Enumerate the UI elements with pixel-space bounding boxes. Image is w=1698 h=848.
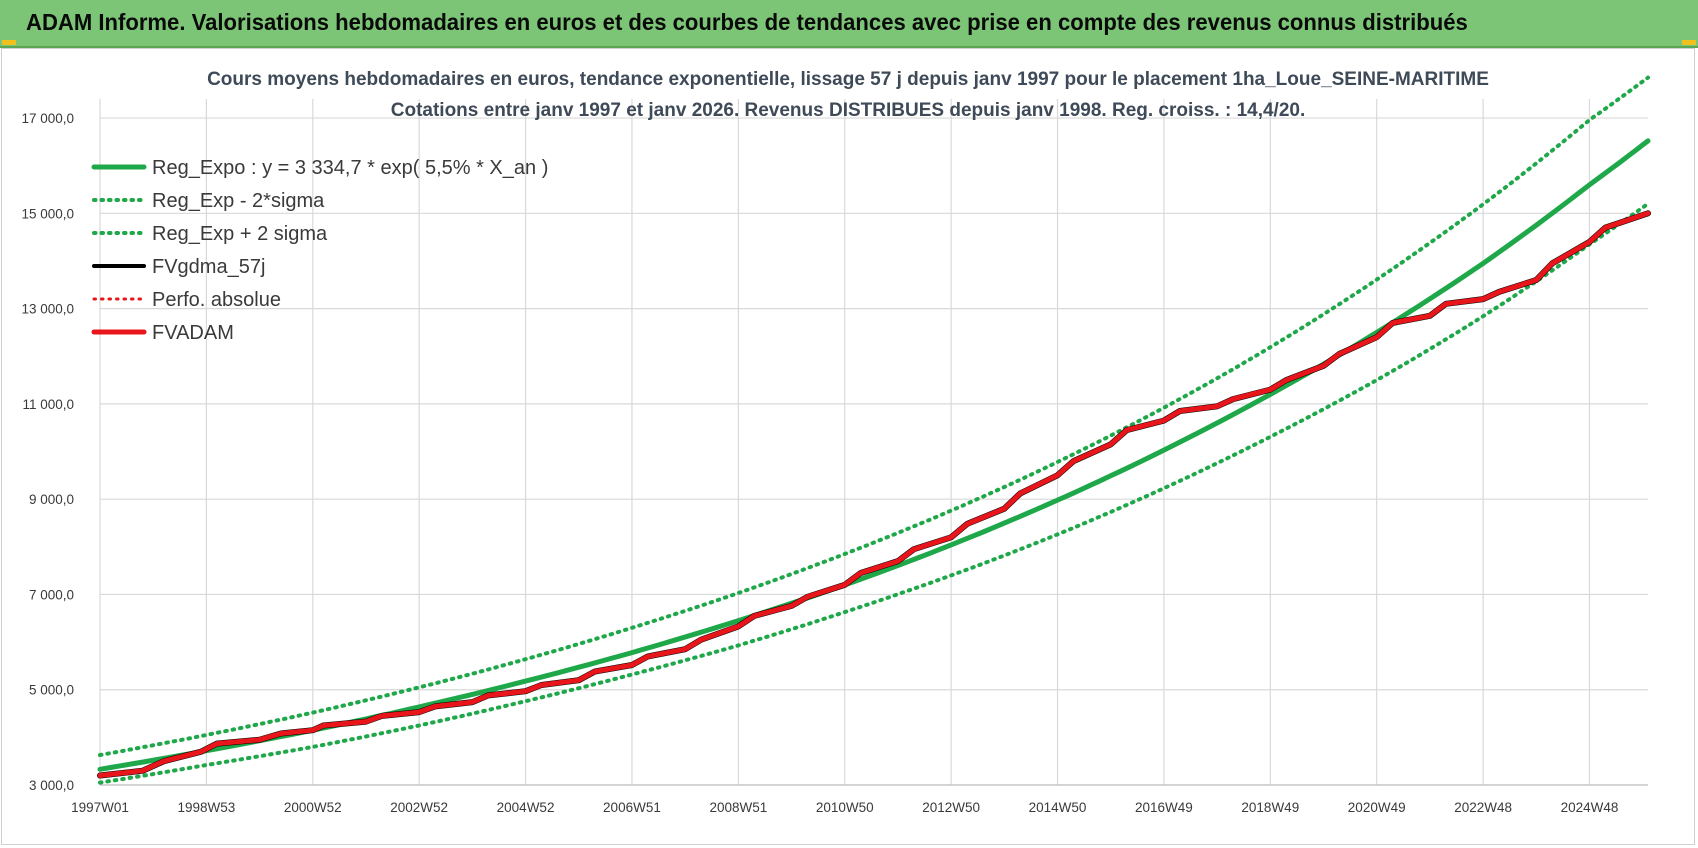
x-tick-label: 2020W49 bbox=[1348, 800, 1406, 815]
y-tick-label: 13 000,0 bbox=[21, 302, 74, 317]
legend-label-5: FVADAM bbox=[152, 322, 234, 344]
y-tick-label: 9 000,0 bbox=[29, 492, 74, 507]
x-tick-label: 2000W52 bbox=[284, 800, 342, 815]
series-line-5 bbox=[97, 210, 1651, 778]
x-tick-label: 2008W51 bbox=[709, 800, 767, 815]
legend-label-1: Reg_Exp - 2*sigma bbox=[152, 190, 325, 212]
app-header: ADAM Informe. Valorisations hebdomadaire… bbox=[0, 0, 1698, 48]
y-tick-label: 17 000,0 bbox=[21, 111, 74, 126]
chart-title-line-1: Cours moyens hebdomadaires en euros, ten… bbox=[207, 69, 1489, 90]
series-line-1 bbox=[98, 201, 1650, 785]
chart: Cours moyens hebdomadaires en euros, ten… bbox=[21, 69, 1651, 815]
legend-label-3: FVgdma_57j bbox=[152, 256, 265, 278]
chart-frame: Cours moyens hebdomadaires en euros, ten… bbox=[1, 48, 1695, 845]
x-tick-label: 2004W52 bbox=[497, 800, 555, 815]
y-tick-label: 7 000,0 bbox=[29, 587, 74, 602]
y-axis-ticks: 3 000,0 5 000,0 7 000,0 9 000,0 11 000,0 13 0… bbox=[21, 111, 74, 793]
y-tick-label: 5 000,0 bbox=[29, 683, 74, 698]
grid bbox=[99, 99, 1648, 786]
series bbox=[97, 75, 1651, 785]
y-tick-label: 3 000,0 bbox=[29, 778, 74, 793]
app-title: ADAM Informe. Valorisations hebdomadaire… bbox=[26, 9, 1468, 35]
x-tick-label: 1997W01 bbox=[71, 800, 129, 815]
legend-label-4: Perfo. absolue bbox=[152, 289, 281, 311]
x-tick-label: 2024W48 bbox=[1561, 800, 1619, 815]
x-tick-label: 2002W52 bbox=[390, 800, 448, 815]
x-tick-label: 2010W50 bbox=[816, 800, 874, 815]
x-axis-ticks: 1997W01 1998W53 2000W52 2002W52 2004W52 2006W… bbox=[71, 800, 1618, 815]
x-tick-label: 1998W53 bbox=[177, 800, 235, 815]
x-tick-label: 2022W48 bbox=[1454, 800, 1512, 815]
x-tick-label: 2016W49 bbox=[1135, 800, 1193, 815]
legend: Reg_Expo : y = 3 334,7 * exp( 5,5% * X_a… bbox=[91, 157, 548, 344]
y-tick-label: 11 000,0 bbox=[22, 397, 74, 412]
series-line-2 bbox=[98, 75, 1650, 757]
legend-label-0: Reg_Expo : y = 3 334,7 * exp( 5,5% * X_a… bbox=[152, 157, 548, 179]
y-tick-label: 15 000,0 bbox=[21, 206, 74, 221]
x-tick-label: 2014W50 bbox=[1029, 800, 1087, 815]
x-tick-label: 2012W50 bbox=[922, 800, 980, 815]
legend-label-2: Reg_Exp + 2 sigma bbox=[152, 223, 328, 245]
chart-title-line-2: Cotations entre janv 1997 et janv 2026. … bbox=[391, 100, 1306, 121]
corner-marker-right bbox=[1682, 40, 1696, 45]
series-line-0 bbox=[97, 138, 1651, 772]
series-line-3 bbox=[97, 210, 1651, 779]
series-line-4 bbox=[98, 211, 1650, 777]
corner-marker-left bbox=[2, 40, 16, 45]
x-tick-label: 2006W51 bbox=[603, 800, 661, 815]
x-tick-label: 2018W49 bbox=[1241, 800, 1299, 815]
